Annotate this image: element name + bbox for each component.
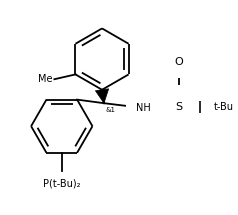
Text: S: S [175,102,182,112]
Polygon shape [95,89,109,103]
Text: &1: &1 [106,107,116,113]
Text: P(t-Bu)₂: P(t-Bu)₂ [43,179,80,189]
Text: &1: &1 [165,91,175,97]
Text: O: O [174,57,183,67]
Text: t-Bu: t-Bu [214,102,234,112]
Text: NH: NH [136,103,151,113]
Text: Me: Me [38,74,52,84]
